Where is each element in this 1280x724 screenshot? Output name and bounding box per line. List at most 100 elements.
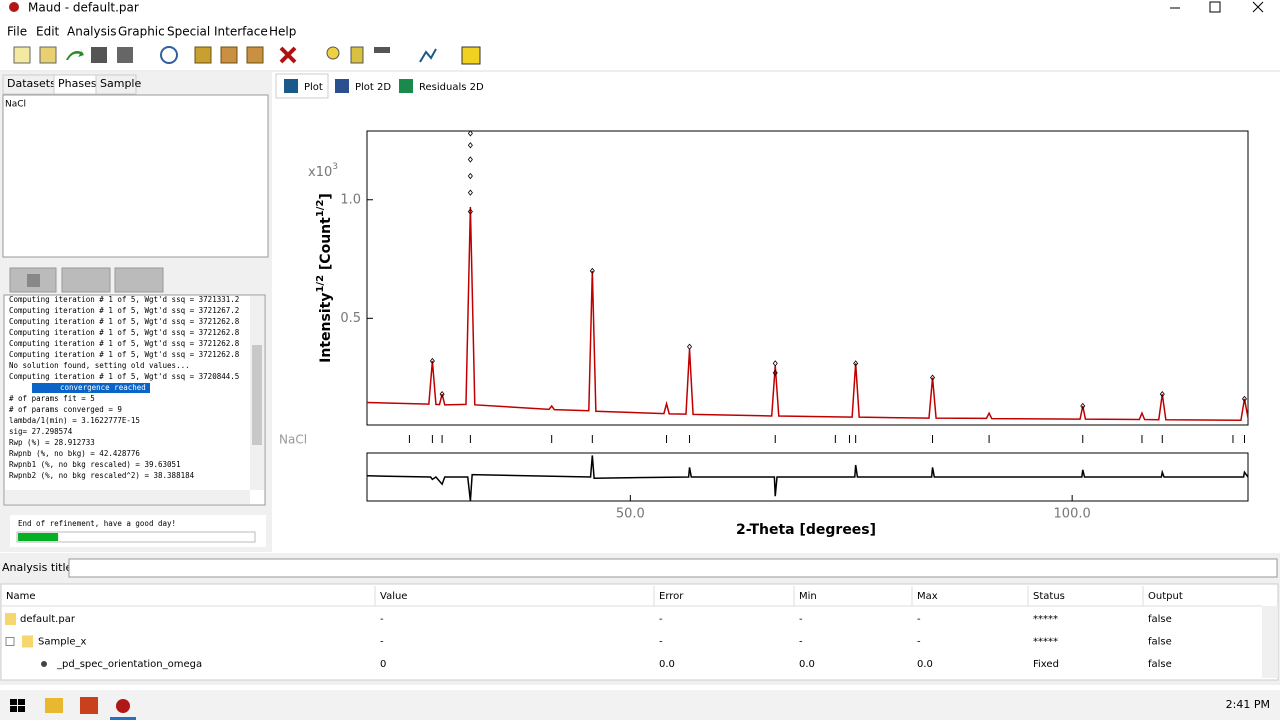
compute-button[interactable] [114, 267, 164, 293]
tab-label[interactable]: Datasets [7, 77, 56, 90]
table-cell: - [380, 637, 384, 648]
tab-label[interactable]: Phases [58, 77, 97, 90]
observed-point [687, 343, 693, 350]
table-cell: ***** [1033, 614, 1058, 625]
menu-bar: File Edit Analysis Graphic Special Interface H… [7, 25, 296, 39]
column-header[interactable]: Max [917, 591, 938, 602]
plot-tabs: Plot Plot 2D Residuals 2D [284, 79, 484, 93]
table-cell: 0.0 [799, 659, 815, 670]
tab-label[interactable]: Sample [100, 77, 141, 90]
tool-calc[interactable] [350, 46, 364, 64]
table-cell: - [380, 614, 384, 625]
column-header[interactable]: Error [659, 591, 684, 602]
tool-refresh[interactable] [66, 48, 84, 60]
tool-box[interactable] [194, 46, 212, 64]
observed-point [439, 391, 445, 398]
tool-target[interactable] [160, 46, 178, 64]
tab[interactable] [95, 74, 137, 95]
observed-point [467, 208, 473, 215]
log-scroll-thumb[interactable] [252, 345, 262, 445]
taskbar-maud[interactable] [116, 699, 130, 713]
table-cell[interactable]: _pd_spec_orientation_omega [56, 659, 202, 670]
clock: 2:41 PM [1226, 698, 1270, 711]
x-tick-label: 50.0 [616, 507, 645, 522]
start-button[interactable] [10, 699, 25, 712]
phase-list [2, 94, 269, 258]
menu-item[interactable]: Special [167, 25, 210, 39]
log-line: lambda/1(min) = 3.1622777E-15 [9, 416, 140, 425]
column-header[interactable]: Status [1033, 591, 1065, 602]
app-icon [9, 2, 19, 12]
table-cell[interactable]: Sample_x [38, 637, 86, 648]
log-line: Computing iteration # 1 of 5, Wgt'd ssq … [9, 372, 239, 381]
log-line: convergence reached [60, 383, 146, 392]
x-axis-label: 2-Theta [degrees] [736, 522, 876, 538]
menu-item[interactable]: Help [269, 25, 296, 39]
column-header[interactable]: Min [799, 591, 817, 602]
tool-help[interactable] [461, 46, 481, 65]
observed-point [467, 189, 473, 196]
plot-tab-label[interactable]: Plot 2D [355, 82, 391, 93]
log-text: Computing iteration # 1 of 5, Wgt'd ssq … [9, 295, 240, 480]
reflection-label: NaCl [279, 433, 307, 447]
tool-open[interactable] [39, 46, 57, 64]
taskbar-explorer[interactable] [45, 698, 63, 713]
table-cell: - [917, 614, 921, 625]
close[interactable] [1252, 1, 1264, 13]
taskbar-powerpoint[interactable] [80, 697, 98, 714]
table-cell[interactable]: default.par [20, 614, 76, 625]
log-line: # of params converged = 9 [9, 405, 122, 414]
log-line: No solution found, setting old values... [9, 361, 190, 370]
table-cell: - [799, 637, 803, 648]
column-header[interactable]: Name [6, 591, 36, 602]
observed-point [853, 360, 859, 367]
title-bar [0, 0, 1280, 16]
phase-item[interactable]: NaCl [5, 100, 26, 110]
plot-tab-icon[interactable] [335, 79, 349, 93]
expander[interactable] [5, 637, 15, 646]
table-cell: - [799, 614, 803, 625]
observed-point [589, 267, 595, 275]
tool-hammer[interactable] [374, 47, 390, 53]
table-cell: - [659, 614, 663, 625]
menu-item[interactable]: Analysis [67, 25, 116, 39]
progress-track [16, 531, 256, 543]
plot-tab-label[interactable]: Residuals 2D [419, 82, 484, 93]
plot-tab-icon[interactable] [284, 79, 298, 93]
log-line: Computing iteration # 1 of 5, Wgt'd ssq … [9, 295, 239, 304]
analysis-title-input[interactable] [68, 558, 1278, 578]
menu-item[interactable]: File [7, 25, 27, 39]
refine-button[interactable] [61, 267, 111, 293]
menu-item[interactable]: Edit [36, 25, 60, 39]
main-plot-frame [366, 130, 1249, 426]
toolbar [13, 46, 481, 65]
table-cell: ***** [1033, 637, 1058, 648]
log-hscrollbar[interactable] [5, 490, 250, 504]
observed-point [1080, 402, 1086, 410]
maximize[interactable] [1209, 1, 1221, 13]
y-axis-label: Intensity1/2 [Count1/2] [315, 193, 334, 363]
menu-item[interactable]: Interface [214, 25, 268, 39]
tool-chart[interactable] [419, 48, 437, 63]
folder-icon [22, 635, 33, 648]
plot-tab-icon[interactable] [399, 79, 413, 93]
observed-point [467, 156, 473, 163]
plot-tab-label[interactable]: Plot [304, 82, 323, 93]
tool-save[interactable] [91, 47, 107, 63]
tool-box2[interactable] [220, 46, 238, 64]
parameter-table [0, 583, 1279, 681]
observed-point [467, 142, 473, 149]
left-tabs: Datasets Phases Sample [2, 74, 141, 95]
log-line: Computing iteration # 1 of 5, Wgt'd ssq … [9, 306, 239, 315]
tool-new[interactable] [13, 46, 31, 64]
column-header[interactable]: Output [1148, 591, 1183, 602]
tool-saveas[interactable] [117, 47, 133, 63]
tool-idea[interactable] [326, 46, 340, 60]
table-scrollbar[interactable] [1262, 606, 1278, 678]
log-line: Rwp (%) = 28.912733 [9, 438, 95, 447]
tool-box3[interactable] [246, 46, 264, 64]
tool-delete[interactable] [279, 46, 297, 64]
menu-item[interactable]: Graphic [118, 25, 165, 39]
column-header[interactable]: Value [380, 591, 407, 602]
